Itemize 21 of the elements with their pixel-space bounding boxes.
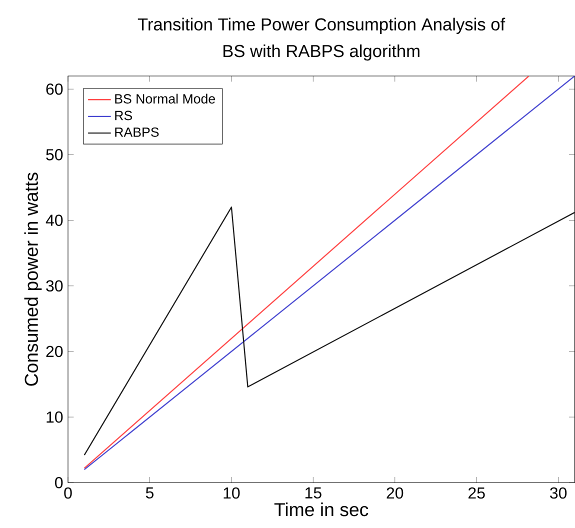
- y-tick-label: 40: [46, 214, 63, 226]
- y-tick-label: 60: [46, 83, 63, 95]
- x-tick-label: 15: [305, 487, 322, 499]
- legend-label: RS: [115, 110, 132, 120]
- y-axis-title: Consumed power in watts: [24, 172, 42, 386]
- x-tick-label: 0: [64, 487, 72, 499]
- y-tick-label: 10: [46, 411, 63, 423]
- y-tick-label: 30: [46, 280, 63, 292]
- x-axis-title: Time in sec: [274, 502, 368, 516]
- legend-label: RABPS: [115, 127, 159, 137]
- y-tick-label: 20: [46, 346, 63, 358]
- y-tick-label: 0: [55, 476, 63, 488]
- x-tick-label: 30: [550, 487, 567, 499]
- x-tick-label: 20: [386, 487, 404, 499]
- x-tick-label: 10: [224, 487, 240, 499]
- legend-label: BS Normal Mode: [115, 94, 215, 104]
- x-tick-label: 5: [146, 487, 154, 499]
- y-tick-label: 50: [46, 149, 63, 160]
- x-tick-label: 25: [468, 487, 485, 499]
- chart-title: Transition Time Power Consumption Analysis of BS with RABPS algorithm: [138, 18, 506, 61]
- line-series: [84, 206, 575, 456]
